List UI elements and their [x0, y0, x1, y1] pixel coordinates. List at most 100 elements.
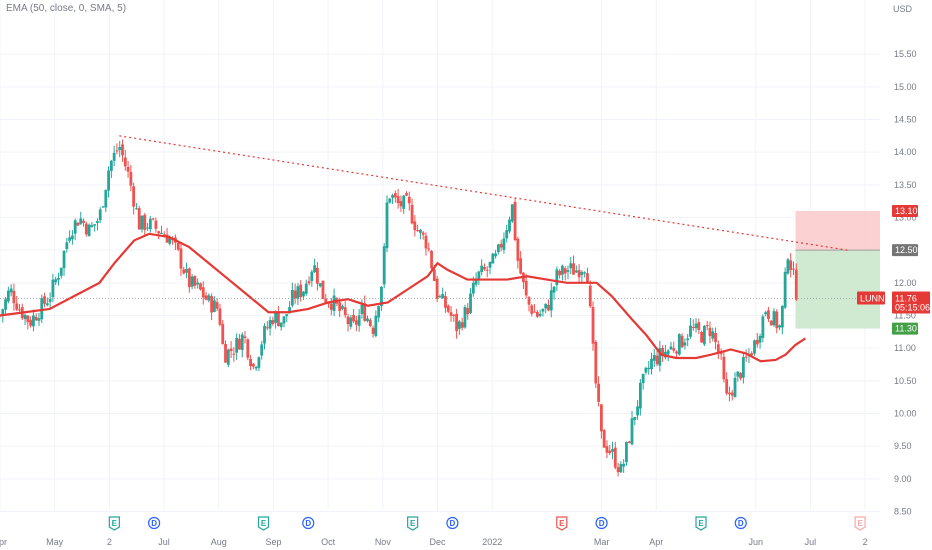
candle-body	[290, 289, 294, 306]
candle-body	[349, 317, 353, 327]
candle-body	[371, 327, 375, 334]
candle-body	[625, 442, 628, 463]
candle-body	[251, 363, 255, 367]
time-tick: 2	[863, 537, 868, 547]
candle-body	[792, 268, 795, 270]
candle-body	[577, 270, 581, 278]
earnings-icon	[257, 516, 270, 531]
last-price-text: 11.76	[895, 294, 917, 304]
indicator-legend[interactable]: EMA (50, close, 0, SMA, 5)	[6, 3, 127, 14]
candle-body	[583, 272, 587, 274]
price-axis[interactable]: USD 15.50 15.00 14.50 14.00 13.50 13.00 12.50 12…	[893, 4, 917, 517]
candle-body	[207, 295, 211, 301]
trendline-segment	[119, 135, 848, 251]
candle-body	[613, 447, 617, 468]
candle-body	[193, 276, 197, 286]
candle-body	[794, 269, 798, 300]
candle-body	[650, 358, 653, 370]
dividend-icon	[446, 516, 459, 530]
candle-body	[483, 266, 486, 270]
candle-body	[76, 222, 80, 226]
candle-body	[238, 338, 241, 350]
candle-body	[619, 463, 623, 473]
currency-label: USD	[893, 4, 913, 14]
candle-body	[783, 271, 787, 308]
candle-body	[48, 299, 52, 302]
earnings-icon	[556, 516, 568, 531]
candle-body	[310, 271, 314, 281]
candle-body	[366, 318, 369, 322]
candle-body	[533, 311, 536, 313]
candle-body	[29, 320, 33, 326]
candle-body	[480, 265, 484, 273]
candle-body	[263, 325, 266, 344]
candle-body	[176, 243, 180, 250]
candle-body	[57, 278, 60, 280]
candle-body	[137, 208, 141, 230]
candle-body	[215, 302, 219, 309]
candle-body	[505, 230, 509, 239]
candle-body	[185, 268, 188, 273]
candle-body	[84, 223, 88, 235]
candle-body	[741, 357, 745, 378]
candle-body	[104, 189, 108, 208]
candle-body	[168, 237, 172, 244]
candle-body	[516, 238, 520, 261]
candle-body	[6, 290, 10, 302]
candle-body	[427, 248, 431, 250]
candle-body	[711, 331, 715, 339]
candle-body	[260, 344, 264, 356]
candle-body	[491, 253, 495, 264]
candle-body	[496, 244, 500, 253]
candle-body	[705, 325, 709, 327]
time-tick: 2022	[482, 537, 502, 547]
long-position-tool[interactable]	[795, 210, 880, 329]
candle-body	[121, 144, 124, 156]
candle-body	[661, 347, 665, 356]
candle-body	[730, 392, 734, 396]
candle-body	[235, 337, 239, 353]
candle-body	[739, 372, 742, 379]
candle-body	[352, 314, 355, 322]
candle-body	[669, 346, 673, 350]
candle-body	[254, 366, 258, 369]
candle-body	[140, 215, 144, 230]
candle-body	[93, 224, 97, 226]
candle-body	[346, 316, 350, 325]
candle-body	[354, 320, 358, 325]
candle-body	[630, 418, 634, 445]
candle-body	[232, 353, 236, 355]
candle-body	[70, 235, 74, 240]
candle-body	[535, 311, 539, 317]
candle-body	[321, 280, 325, 300]
candle-body	[714, 333, 717, 343]
candle-body	[561, 265, 564, 275]
candle-body	[658, 348, 662, 366]
candle-body	[449, 312, 453, 316]
candle-body	[296, 286, 300, 299]
candle-body	[210, 296, 213, 313]
candle-body	[332, 295, 336, 311]
candle-body	[201, 287, 205, 298]
candle-body	[107, 170, 110, 191]
candle-body	[154, 220, 158, 229]
candle-body	[689, 325, 692, 337]
candle-body	[636, 406, 639, 416]
target-price-tag	[892, 322, 918, 335]
candle-body	[101, 206, 105, 208]
time-tick: Sep	[265, 537, 281, 547]
candle-body	[226, 349, 230, 365]
candle-body	[683, 342, 687, 346]
candle-body	[51, 279, 55, 298]
time-axis[interactable]: Apr May 2 Jul Aug Sep Oct Nov Dec 2022 Mar Apr Jun Ju…	[0, 537, 868, 547]
candle-body	[293, 290, 297, 299]
candle-body	[566, 270, 570, 272]
candle-body	[477, 271, 481, 279]
candle-body	[405, 193, 408, 196]
trendline[interactable]	[119, 135, 848, 251]
candle-body	[9, 288, 13, 293]
event-label: D	[450, 519, 456, 528]
